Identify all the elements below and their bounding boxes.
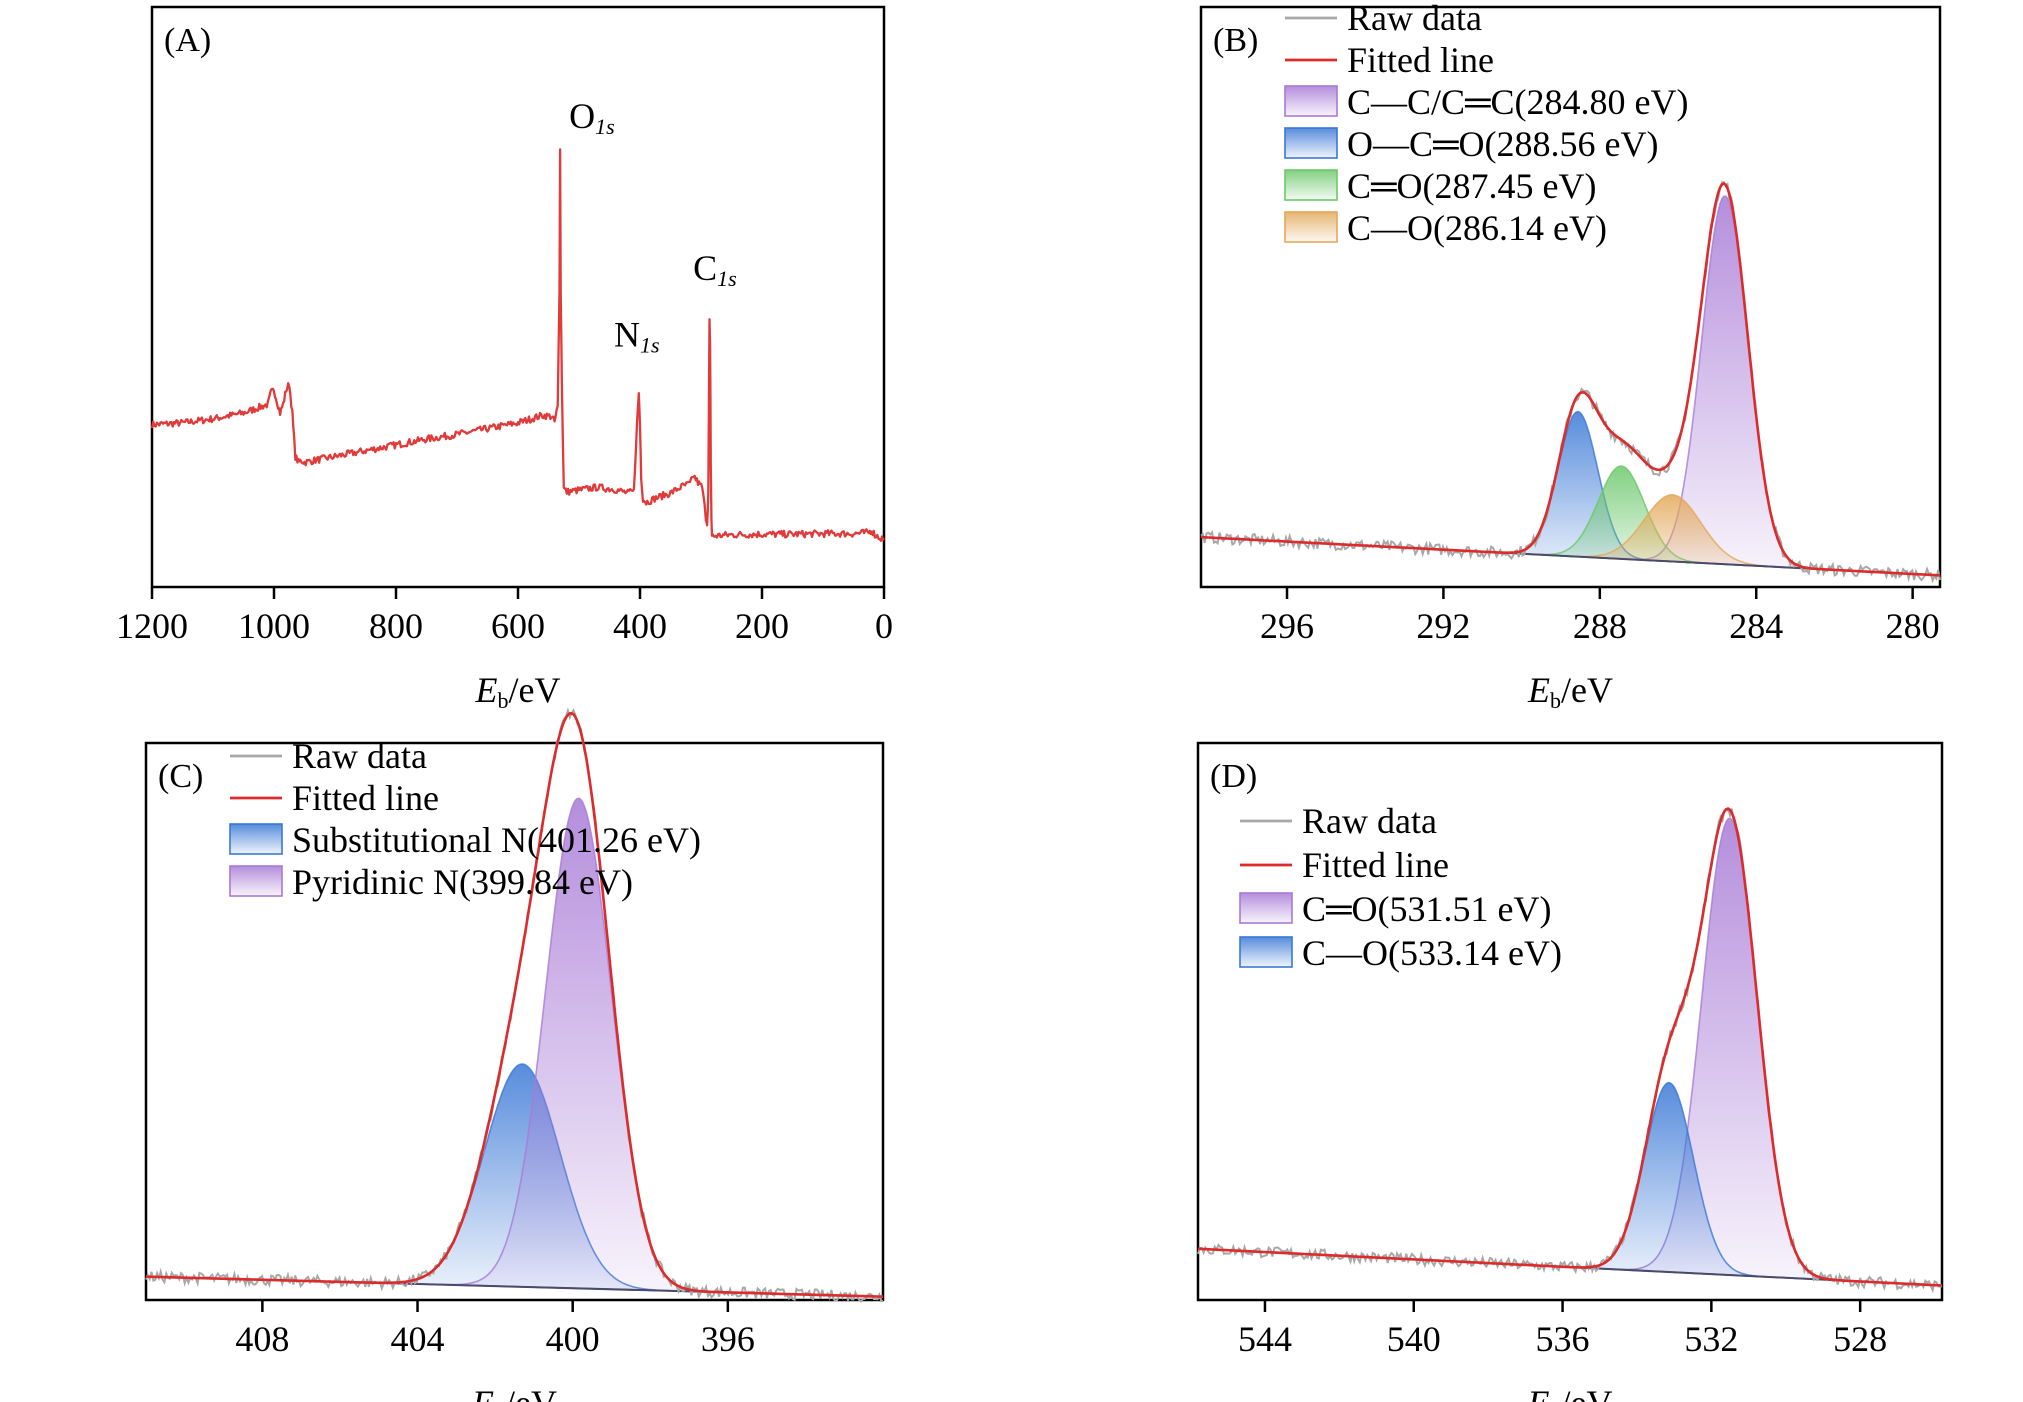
- plot-area: [150, 148, 885, 542]
- x-label-unit: /eV: [509, 670, 561, 710]
- x-axis-label: Eb/eV: [1527, 670, 1613, 713]
- x-tick-label: 600: [491, 606, 545, 646]
- x-label-subscript: b: [1550, 688, 1561, 713]
- x-label-symbol: E: [1527, 670, 1550, 710]
- o1s-orbital: 1s: [595, 114, 615, 139]
- legend-label: Raw data: [292, 736, 427, 776]
- x-label-unit: /eV: [505, 1383, 557, 1402]
- x-axis-label: Eb/eV: [475, 670, 561, 713]
- x-label-symbol: E: [1527, 1383, 1550, 1402]
- n1s-label: N1s: [614, 315, 660, 358]
- x-tick-label: 200: [735, 606, 789, 646]
- panel-a-survey: 1200 1000 800 600 400 200 0 (A) O1s N1s C1s Eb…: [116, 5, 893, 713]
- x-tick-label: 1000: [238, 606, 310, 646]
- plot-area: [1197, 807, 1943, 1294]
- x-tick-label: 1200: [116, 606, 188, 646]
- x-ticks: 1200 1000 800 600 400 200 0: [116, 587, 893, 646]
- plot-frame: [144, 741, 885, 1302]
- legend-peak-swatch: [1284, 211, 1338, 243]
- x-axis-label: Eb/eV: [1527, 1383, 1613, 1402]
- x-tick-label: 288: [1573, 606, 1627, 646]
- x-tick-label: 532: [1684, 1319, 1738, 1359]
- x-tick-label: 408: [235, 1319, 289, 1359]
- x-label-symbol: E: [475, 670, 498, 710]
- c1s-label: C1s: [693, 248, 737, 291]
- n1s-orbital: 1s: [640, 333, 660, 358]
- fitted-line: [145, 711, 884, 1298]
- plot-area: [145, 707, 884, 1303]
- o1s-label: O1s: [569, 96, 615, 139]
- x-axis-label: Eb/eV: [471, 1383, 557, 1402]
- legend-label: C—O(286.14 eV): [1347, 208, 1607, 248]
- plot-area: [1200, 181, 1941, 584]
- o1s-element: O: [569, 96, 595, 136]
- x-label-unit: /eV: [1561, 1383, 1613, 1402]
- legend-label: C═O(531.51 eV): [1302, 889, 1551, 929]
- x-tick-label: 528: [1833, 1319, 1887, 1359]
- x-label-subscript: b: [498, 688, 509, 713]
- x-tick-label: 284: [1729, 606, 1783, 646]
- x-tick-label: 0: [875, 606, 893, 646]
- x-tick-label: 800: [369, 606, 423, 646]
- x-tick-label: 400: [546, 1319, 600, 1359]
- legend-label: Raw data: [1347, 0, 1482, 38]
- panel-label: (D): [1210, 758, 1257, 795]
- x-tick-label: 536: [1536, 1319, 1590, 1359]
- legend-peak-swatch: [1239, 892, 1293, 924]
- raw-data-line: [1197, 807, 1943, 1294]
- x-tick-label: 296: [1260, 606, 1314, 646]
- legend-label: Substitutional N(401.26 eV): [292, 820, 701, 860]
- panel-label: (B): [1213, 22, 1258, 59]
- legend-label: Pyridinic N(399.84 eV): [292, 862, 633, 902]
- c1s-orbital: 1s: [717, 266, 737, 291]
- fitted-line: [1198, 807, 1943, 1287]
- legend-label: Fitted line: [1302, 845, 1449, 885]
- fitted-line: [1200, 181, 1941, 577]
- x-ticks: 296 292 288 284 280: [1260, 587, 1940, 646]
- x-tick-label: 404: [391, 1319, 445, 1359]
- plot-frame: [1199, 5, 1942, 589]
- x-label-symbol: E: [471, 1383, 494, 1402]
- legend-peak-swatch: [229, 823, 283, 855]
- legend-label: Fitted line: [1347, 40, 1494, 80]
- plot-frame: [150, 5, 886, 589]
- legend-peak-swatch: [1284, 85, 1338, 117]
- x-label-unit: /eV: [1561, 670, 1613, 710]
- x-tick-label: 280: [1886, 606, 1940, 646]
- c1s-element: C: [693, 248, 717, 288]
- x-tick-label: 544: [1238, 1319, 1292, 1359]
- legend-peak-swatch: [229, 865, 283, 897]
- legend-label: C—O(533.14 eV): [1302, 933, 1562, 973]
- panel-label: (C): [158, 758, 203, 795]
- legend-peak-swatch: [1284, 169, 1338, 201]
- legend-label: C═O(287.45 eV): [1347, 166, 1596, 206]
- x-tick-label: 292: [1416, 606, 1470, 646]
- legend-peak-swatch: [1284, 127, 1338, 159]
- x-tick-label: 400: [613, 606, 667, 646]
- n1s-element: N: [614, 315, 640, 355]
- survey-line: [150, 148, 885, 542]
- x-ticks: 408 404 400 396: [235, 1300, 755, 1359]
- peak-annotations: O1s N1s C1s: [569, 96, 737, 358]
- plot-frame: [1196, 741, 1944, 1302]
- x-tick-label: 396: [701, 1319, 755, 1359]
- legend-label: Fitted line: [292, 778, 439, 818]
- legend-peak-swatch: [1239, 936, 1293, 968]
- legend-label: O—C═O(288.56 eV): [1347, 124, 1658, 164]
- legend-label: C—C/C═C(284.80 eV): [1347, 82, 1689, 122]
- x-ticks: 544 540 536 532 528: [1238, 1300, 1887, 1359]
- panel-label: (A): [164, 22, 211, 59]
- legend-label: Raw data: [1302, 801, 1437, 841]
- x-tick-label: 540: [1387, 1319, 1441, 1359]
